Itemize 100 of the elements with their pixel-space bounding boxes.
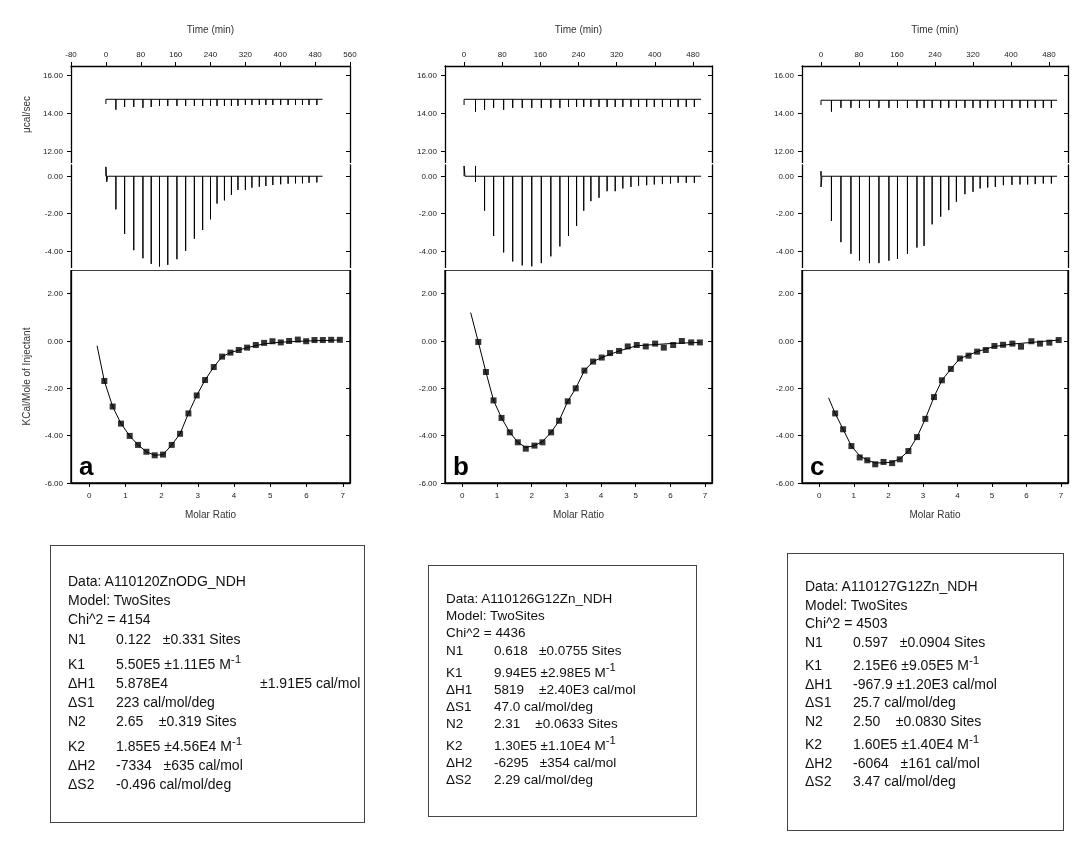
text: N1 0.597 ±0.0904 Sites xyxy=(805,632,987,652)
text: ΔH1 5.878E4 ±1.91E5 cal/mol xyxy=(68,673,362,693)
point xyxy=(202,377,209,384)
point xyxy=(889,460,896,467)
point xyxy=(938,377,945,384)
text: N1 0.122 ±0.331 Sites xyxy=(68,629,242,649)
point xyxy=(336,336,343,343)
x-tick-label: 2 xyxy=(529,490,535,500)
x-axis-title: Molar Ratio xyxy=(909,508,961,520)
text: ΔH2 -6295 ±354 cal/mol xyxy=(446,753,618,772)
x-tick-label: 7 xyxy=(702,490,708,500)
line-series xyxy=(105,98,324,111)
x-tick-label: 0 xyxy=(817,490,823,500)
x-tick-label: 560 xyxy=(343,49,358,59)
x-axis-title: Time (min) xyxy=(911,23,959,35)
point xyxy=(539,439,546,446)
y-tick-label: -6.00 xyxy=(44,478,64,488)
point xyxy=(1055,337,1062,344)
x-tick-label: 80 xyxy=(497,49,508,59)
x-tick-label: 6 xyxy=(668,490,674,500)
point xyxy=(269,338,276,345)
text: ΔS2 -0.496 cal/mol/deg xyxy=(68,775,233,795)
y-tick-label: -4.00 xyxy=(418,431,438,441)
point xyxy=(101,378,108,384)
y-tick-label: 0.00 xyxy=(47,171,64,181)
x-tick-label: 0 xyxy=(818,49,824,59)
y-tick-label: 14.00 xyxy=(773,109,795,119)
text: Chi^2 = 4154 xyxy=(68,610,152,630)
point xyxy=(1046,339,1053,346)
x-tick-label: 80 xyxy=(854,49,864,59)
text: K2 1.85E5 ±4.56E4 M$^{-1}$ xyxy=(68,733,244,756)
point xyxy=(548,429,555,436)
x-tick-label: 400 xyxy=(273,49,288,59)
x-tick-label: 80 xyxy=(136,49,146,59)
x-tick-label: 160 xyxy=(168,49,183,59)
point xyxy=(118,420,124,427)
point xyxy=(328,336,335,343)
point xyxy=(864,457,871,464)
y-tick-label: 0.00 xyxy=(421,171,438,181)
x-tick-label: 3 xyxy=(564,490,570,500)
y-tick-label: -6.00 xyxy=(418,478,438,488)
y-tick-label: -2.00 xyxy=(418,383,438,393)
point xyxy=(832,410,839,417)
point xyxy=(642,343,649,350)
x-tick-label: 320 xyxy=(238,49,253,59)
point xyxy=(905,448,912,455)
x-axis-title: Time (min) xyxy=(186,23,235,35)
y-tick-label: -2.00 xyxy=(775,383,795,393)
text: Model: TwoSites xyxy=(446,607,546,625)
y-tick-label: 14.00 xyxy=(416,109,438,119)
point xyxy=(210,364,217,371)
y-tick-label: -4.00 xyxy=(775,246,795,256)
point xyxy=(688,339,695,346)
point xyxy=(1028,338,1035,345)
x-tick-label: 400 xyxy=(648,49,662,59)
point xyxy=(991,342,998,349)
x-tick-label: 3 xyxy=(195,490,201,500)
y-tick-label: -2.00 xyxy=(775,209,795,219)
x-tick-label: 400 xyxy=(1004,49,1019,59)
point xyxy=(286,338,293,344)
y-tick-label: -6.00 xyxy=(775,478,795,488)
point xyxy=(616,347,623,354)
x-tick-label: 0 xyxy=(461,49,467,59)
text: ΔS1 47.0 cal/mol/deg xyxy=(446,697,595,715)
point xyxy=(311,337,318,344)
x-tick-label: 5 xyxy=(989,490,995,500)
text: K1 9.94E5 ±2.98E5 M$^{-1}$ xyxy=(446,659,617,681)
x-tick-label: 480 xyxy=(308,49,323,59)
x-tick-label: 4 xyxy=(231,490,237,500)
line-series xyxy=(820,99,1058,113)
line-series xyxy=(105,166,324,267)
y-axis-title: KCal/Mole of Injectant xyxy=(20,327,32,426)
y-tick-label: 2.00 xyxy=(421,289,438,299)
point xyxy=(974,348,981,355)
text: ΔS2 2.29 cal/mol/deg xyxy=(446,771,595,789)
text: Model: TwoSites xyxy=(68,591,172,611)
y-tick-label: -4.00 xyxy=(775,431,795,441)
x-tick-label: 3 xyxy=(920,490,926,500)
x-tick-label: 1 xyxy=(123,490,129,500)
point xyxy=(848,443,855,450)
line-series xyxy=(463,98,702,113)
point xyxy=(235,346,242,353)
y-tick-label: 16.00 xyxy=(42,71,64,81)
text: N1 0.618 ±0.0755 Sites xyxy=(446,641,623,659)
text: ΔH2 -7334 ±635 cal/mol xyxy=(68,756,244,776)
point xyxy=(607,350,614,357)
text: Model: TwoSites xyxy=(805,595,909,615)
y-tick-label: 12.00 xyxy=(416,147,438,157)
point xyxy=(261,339,268,346)
point xyxy=(965,352,972,359)
point xyxy=(294,336,301,343)
x-tick-label: 5 xyxy=(268,490,274,500)
text: K1 5.50E5 ±1.11E5 M$^{-1}$ xyxy=(68,650,243,674)
text: ΔS1 223 cal/mol/deg xyxy=(68,692,216,712)
y-tick-label: 2.00 xyxy=(47,289,64,299)
text: Data: A110120ZnODG_NDH xyxy=(68,572,247,591)
y-tick-label: -2.00 xyxy=(44,209,64,219)
text: Chi^2 = 4503 xyxy=(805,614,889,633)
point xyxy=(581,367,588,374)
point xyxy=(590,358,597,365)
